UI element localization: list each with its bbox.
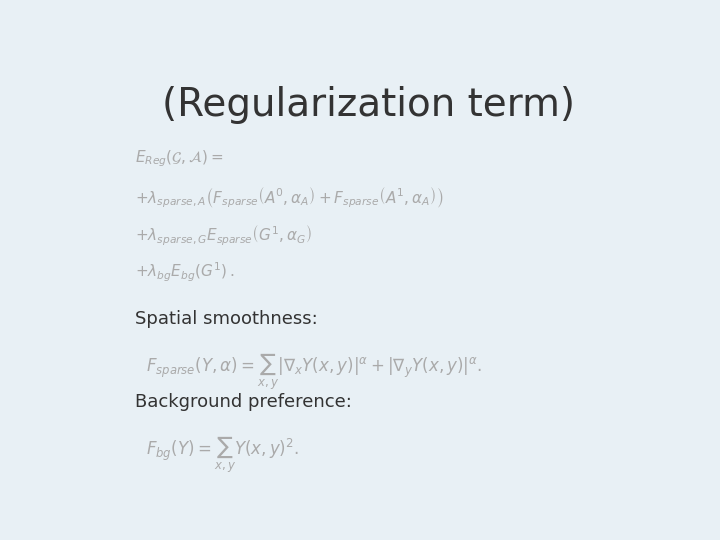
Text: (Regularization term): (Regularization term): [163, 85, 575, 124]
Text: $E_{Reg}(\mathcal{G}, \mathcal{A}) = $: $E_{Reg}(\mathcal{G}, \mathcal{A}) = $: [135, 148, 223, 168]
Text: $+ \lambda_{sparse,A}\left(F_{sparse}\left(A^0, \alpha_A\right) + F_{sparse}\lef: $+ \lambda_{sparse,A}\left(F_{sparse}\le…: [135, 185, 443, 210]
Text: $+ \lambda_{bg} E_{bg}\left(G^1\right)\,.$: $+ \lambda_{bg} E_{bg}\left(G^1\right)\,…: [135, 260, 234, 284]
Text: $F_{sparse}(Y, \alpha) = \sum_{x,y} |\nabla_x Y(x,y)|^\alpha + |\nabla_y Y(x,y)|: $F_{sparse}(Y, \alpha) = \sum_{x,y} |\na…: [145, 352, 482, 392]
Text: $F_{bg}(Y) = \sum_{x,y} Y(x,y)^2.$: $F_{bg}(Y) = \sum_{x,y} Y(x,y)^2.$: [145, 435, 299, 475]
Text: Spatial smoothness:: Spatial smoothness:: [135, 310, 318, 328]
Text: $+ \lambda_{sparse,G} E_{sparse}\left(G^1, \alpha_G\right)$: $+ \lambda_{sparse,G} E_{sparse}\left(G^…: [135, 223, 312, 247]
Text: Background preference:: Background preference:: [135, 393, 351, 411]
